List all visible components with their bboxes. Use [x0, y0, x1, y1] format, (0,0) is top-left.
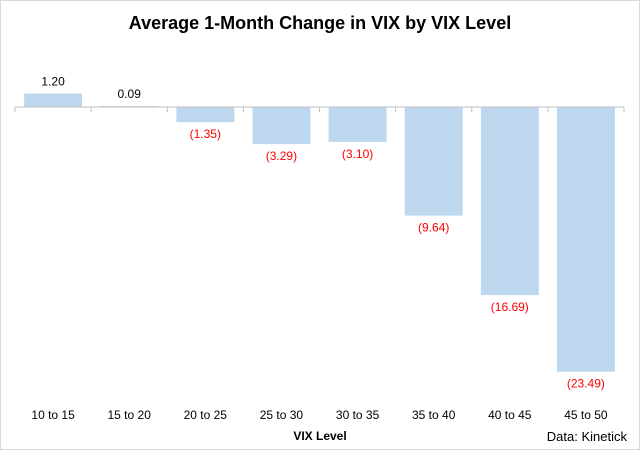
category-tick-label: 40 to 45	[488, 408, 532, 422]
category-tick-label: 25 to 30	[260, 408, 304, 422]
bar-35-to-40	[404, 107, 463, 216]
bar-20-to-25	[176, 107, 235, 123]
category-tick-label: 20 to 25	[184, 408, 228, 422]
bar-30-to-35	[328, 107, 387, 142]
data-label: (23.49)	[567, 377, 605, 391]
data-label: 0.09	[118, 87, 142, 101]
category-tick-label: 10 to 15	[31, 408, 75, 422]
chart-title: Average 1-Month Change in VIX by VIX Lev…	[128, 13, 512, 33]
data-label: (1.35)	[190, 127, 221, 141]
data-label: 1.20	[41, 75, 65, 89]
category-tick-label: 45 to 50	[564, 408, 608, 422]
data-label: (16.69)	[491, 300, 529, 314]
bar-10-to-15	[24, 93, 83, 107]
bar-25-to-30	[252, 107, 311, 145]
data-label: (3.10)	[342, 147, 373, 161]
data-label: (3.29)	[266, 149, 297, 163]
category-tick-label: 15 to 20	[108, 408, 152, 422]
x-axis-title: VIX Level	[293, 429, 347, 443]
data-label: (9.64)	[418, 221, 449, 235]
bar-45-to-50	[557, 107, 615, 372]
category-tick-label: 30 to 35	[336, 408, 380, 422]
bar-40-to-45	[480, 107, 539, 296]
category-tick-label: 35 to 40	[412, 408, 456, 422]
data-source-note: Data: Kinetick	[546, 429, 627, 444]
